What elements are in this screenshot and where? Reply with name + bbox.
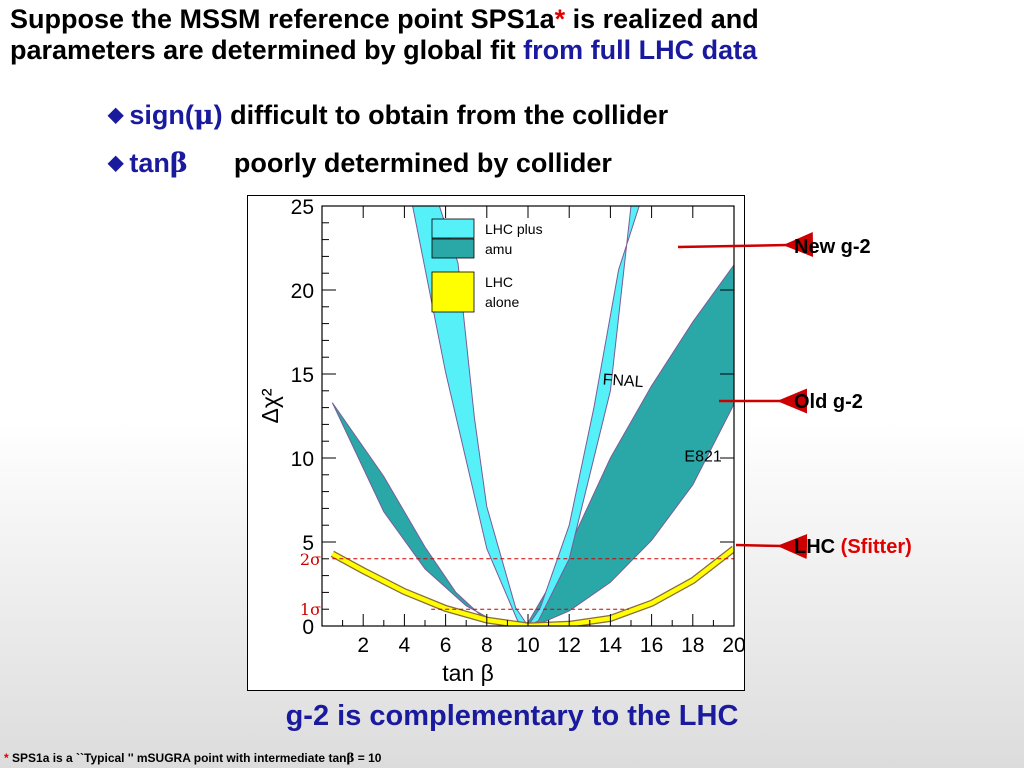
- x-tick-label: 20: [722, 634, 744, 657]
- legend-swatch-amu: [431, 238, 475, 259]
- bullet-term-end: ): [213, 100, 223, 130]
- x-axis-label: tan β: [442, 660, 494, 686]
- legend-label: LHC plus: [485, 221, 543, 237]
- x-tick-label: 2: [357, 634, 369, 657]
- y-tick-label: 0: [302, 616, 314, 639]
- diamond-bullet-icon: ◆: [108, 104, 124, 126]
- x-tick-label: 18: [681, 634, 704, 657]
- bullet-term: tan: [129, 148, 170, 178]
- slide-title: Suppose the MSSM reference point SPS1a* …: [10, 4, 1010, 66]
- annotation-lhc: LHC (Sfitter): [794, 536, 912, 559]
- band-e821: [331, 263, 734, 626]
- title-line2-part2: from full LHC data: [523, 35, 758, 65]
- x-tick-label: 10: [516, 634, 539, 657]
- bullet-term: sign(: [129, 100, 194, 130]
- x-tick-label: 16: [640, 634, 663, 657]
- footnote-asterisk: *: [4, 751, 9, 765]
- bullet-sign-mu: ◆ sign(μ) difficult to obtain from the co…: [108, 100, 668, 131]
- band-label-e821: E821: [684, 448, 721, 465]
- slide-caption: g-2 is complementary to the LHC: [285, 700, 739, 732]
- annotation-lhc-tool: (Sfitter): [840, 536, 912, 558]
- x-tick-label: 12: [558, 634, 581, 657]
- sigma-label: 2σ: [300, 550, 321, 569]
- bullet-tan-beta: ◆ tanβ poorly determined by collider: [108, 148, 612, 179]
- bullet-text: difficult to obtain from the collider: [222, 100, 669, 130]
- y-axis-label: Δχ²: [257, 388, 283, 423]
- x-tick-label: 14: [599, 634, 623, 657]
- title-line1-part2: is realized and: [565, 4, 759, 34]
- bullet-symbol: β: [169, 148, 188, 179]
- y-tick-label: 25: [291, 196, 314, 219]
- y-tick-label: 15: [291, 364, 314, 387]
- annotation-lhc-label: LHC: [794, 536, 836, 558]
- legend-swatch-lhc-plus: [431, 218, 475, 239]
- band-label-fnal: FNAL: [602, 371, 644, 391]
- footnote-text: SPS1a is a ``Typical '' mSUGRA point wit…: [8, 751, 347, 765]
- y-tick-label: 5: [302, 532, 314, 555]
- lhc-curve: [331, 546, 734, 626]
- title-line2-part1: parameters are determined by global fit: [10, 35, 524, 65]
- annotation-old-g2: Old g-2: [794, 391, 863, 413]
- diamond-bullet-icon: ◆: [108, 152, 124, 174]
- legend-label: LHC: [485, 274, 513, 290]
- sigma-label: 1σ: [300, 600, 321, 619]
- chart-frame: 2 4 6 8 10 12 14 16 18 20 0 5 10 15 20 25 tan β Δχ² LHC pl…: [247, 195, 746, 691]
- footnote-symbol: β: [346, 751, 355, 765]
- title-line1-part1: Suppose the MSSM reference point SPS1a: [10, 4, 555, 34]
- footnote: * SPS1a is a ``Typical '' mSUGRA point w…: [4, 751, 381, 765]
- x-tick-label: 8: [481, 634, 493, 657]
- bullet-text: poorly determined by collider: [233, 148, 612, 178]
- legend-label: alone: [485, 294, 519, 310]
- legend-swatch-lhc-alone: [431, 271, 475, 313]
- y-tick-label: 20: [291, 280, 314, 303]
- delta-chi2-chart: 2 4 6 8 10 12 14 16 18 20 0 5 10 15 20 25 tan β Δχ² LHC pl…: [257, 196, 746, 686]
- legend-label: amu: [485, 241, 512, 257]
- x-tick-label: 6: [440, 634, 452, 657]
- title-asterisk: *: [554, 4, 566, 34]
- footnote-end: = 10: [354, 751, 382, 765]
- annotation-new-g2: New g-2: [794, 236, 871, 258]
- bullet-symbol: μ: [193, 100, 214, 131]
- y-tick-label: 10: [291, 448, 314, 471]
- x-tick-label: 4: [399, 634, 411, 657]
